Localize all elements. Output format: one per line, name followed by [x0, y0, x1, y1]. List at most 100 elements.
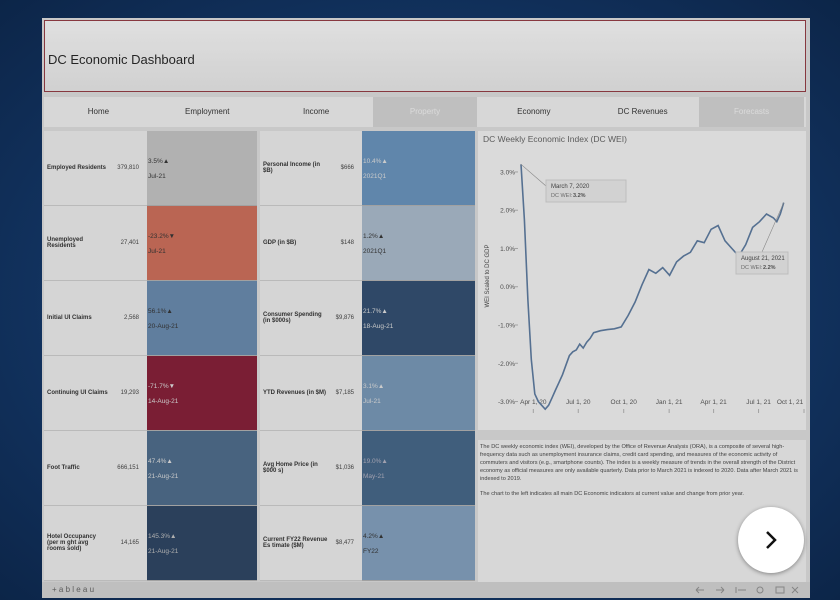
annotation-text: DC WEI: [741, 265, 763, 271]
indicator-tile: 10.4%▲ 2021Q1 [362, 131, 475, 206]
indicator-tile: 19.0%▲ May-21 [362, 431, 475, 506]
indicator-tile: 21.7%▲ 18-Aug-21 [362, 281, 475, 356]
nav-tab[interactable]: Forecasts [699, 97, 804, 127]
footer: + a b l e a u [42, 582, 810, 598]
indicator-tile: 4.2%▲ FY22 [362, 506, 475, 581]
indicator-tile: 1.2%▲ 2021Q1 [362, 206, 475, 281]
indicator-value: 27,401 [110, 206, 147, 281]
date: FY22 [363, 548, 379, 555]
indicator-name: Initial UI Claims [44, 281, 110, 356]
date: 21-Aug-21 [148, 548, 179, 555]
annotation-value: 2.2% [763, 265, 776, 271]
date: 21-Aug-21 [148, 473, 179, 480]
indicator-tile: 3.1%▲ Jul-21 [362, 356, 475, 431]
indicator-value: 379,810 [110, 131, 147, 206]
x-tick-label: Apr 1, 20 [520, 399, 547, 406]
indicator-value: 14,165 [110, 506, 147, 581]
date: Jul-21 [148, 248, 166, 255]
chart: DC Weekly Economic Index (DC WEI) WEI Sc… [483, 134, 805, 413]
change: 145.3%▲ [148, 533, 177, 540]
y-axis-label: WEI Scaled to DC GDP [485, 244, 491, 307]
indicator-value: 666,151 [110, 431, 147, 506]
date: 2021Q1 [363, 248, 387, 255]
indicator-name: Personal Income (in $B) [260, 131, 330, 206]
y-tick-label: 0.0% [500, 284, 515, 291]
y-tick-label: -2.0% [498, 361, 515, 368]
indicator-value: $148 [330, 206, 362, 281]
change: 10.4%▲ [363, 158, 388, 165]
annotation-box [735, 251, 789, 275]
x-tick-label: Oct 1, 21 [777, 399, 804, 406]
change: -23.2%▼ [148, 233, 176, 240]
nav-tab[interactable]: Employment [185, 107, 230, 116]
indicator-name: Current FY22 Revenue Es timate ($M) [260, 506, 330, 581]
date: May-21 [363, 473, 385, 480]
date: Jul-21 [363, 398, 381, 405]
indicator-value: 19,293 [110, 356, 147, 431]
change: 1.2%▲ [363, 233, 385, 240]
change: 47.4%▲ [148, 458, 173, 465]
x-tick-label: Oct 1, 20 [611, 399, 638, 406]
change: 56.1%▲ [148, 308, 173, 315]
nav-tab[interactable]: Property [372, 97, 478, 127]
header: DC Economic Dashboard [44, 20, 806, 92]
indicator-name: Continuing UI Claims [44, 356, 110, 431]
annotation-text: DC WEI: [551, 193, 573, 199]
indicator-tile: 47.4%▲ 21-Aug-21 [147, 431, 257, 506]
chevron-icon [766, 531, 777, 549]
y-tick-label: 1.0% [500, 246, 515, 253]
logo: + a b l e a u [52, 585, 95, 594]
nav-tab[interactable]: Home [87, 107, 110, 116]
x-tick-label: Jul 1, 21 [746, 399, 771, 406]
x-tick-label: Apr 1, 21 [700, 399, 727, 406]
indicator-value: $1,036 [330, 431, 362, 506]
nav-bar: Home Employment Income Property Economy DC Re… [44, 97, 806, 127]
chart-title: DC Weekly Economic Index (DC WEI) [483, 134, 627, 144]
indicator-value: $666 [330, 131, 362, 206]
indicator-name: Employed Residents [44, 131, 110, 206]
indicator-name: Consumer Spending (in $000s) [260, 281, 330, 356]
change: 4.2%▲ [363, 533, 385, 540]
annotation-date: March 7, 2020 [551, 184, 590, 190]
dashboard: DC Economic Dashboard Home Employment Inco… [42, 18, 810, 598]
indicator-name: Avg Home Price (in $000 s) [260, 431, 330, 506]
x-tick-label: Jul 1, 20 [566, 399, 591, 406]
date: 20-Aug-21 [148, 323, 179, 330]
date: Jul-21 [148, 173, 166, 180]
nav-tab[interactable]: Income [303, 107, 330, 116]
x-tick-label: Jan 1, 21 [656, 399, 683, 406]
indicator-name: GDP (in $B) [260, 206, 330, 281]
change: 21.7%▲ [363, 308, 388, 315]
indicator-name: Hotel Occupancy (per m ght avg rooms sol… [44, 506, 110, 581]
y-tick-label: -3.0% [498, 399, 515, 406]
change: 19.0%▲ [363, 458, 388, 465]
indicator-value: $8,477 [330, 506, 362, 581]
indicator-name: YTD Revenues (in $M) [260, 356, 330, 431]
indicator-value: $9,876 [330, 281, 362, 356]
change: -71.7%▼ [148, 383, 176, 390]
chart-panel: DC Weekly Economic Index (DC WEI) WEI Sc… [478, 131, 806, 430]
next-button[interactable] [738, 507, 804, 573]
indicator-name: Unemployed Residents [44, 206, 110, 281]
date: 18-Aug-21 [363, 323, 394, 330]
indicator-tile: 145.3%▲ 21-Aug-21 [147, 506, 257, 581]
leader-line [520, 164, 547, 187]
annotation-box [545, 179, 627, 203]
paragraph: The chart to the left indicates all main… [480, 490, 744, 497]
annotation-value: 3.2% [573, 193, 586, 199]
nav-tab[interactable]: Economy [517, 107, 551, 116]
change: 3.1%▲ [363, 383, 385, 390]
indicator-value: $7,185 [330, 356, 362, 431]
y-tick-label: -1.0% [498, 323, 515, 330]
indicator-tile: -23.2%▼ Jul-21 [147, 206, 257, 281]
annotation-date: August 21, 2021 [741, 256, 785, 262]
indicator-value: 2,568 [110, 281, 147, 356]
indicator-name: Foot Traffic [44, 431, 110, 506]
indicator-tile: 56.1%▲ 20-Aug-21 [147, 281, 257, 356]
indicator-tile: 3.5%▲ Jul-21 [147, 131, 257, 206]
y-tick-label: 3.0% [500, 169, 515, 176]
paragraph: The DC weekly economic index (WEI), deve… [480, 444, 798, 483]
leader-line [761, 202, 785, 253]
nav-tab[interactable]: DC Revenues [617, 107, 668, 116]
